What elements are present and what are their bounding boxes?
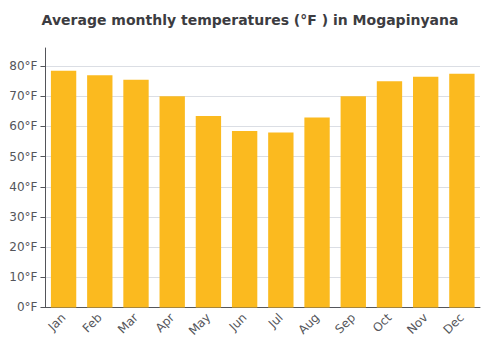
svg-text:Feb: Feb <box>80 311 105 336</box>
svg-text:Mar: Mar <box>115 310 141 336</box>
svg-text:40°F: 40°F <box>9 180 37 194</box>
svg-text:10°F: 10°F <box>9 270 37 284</box>
svg-text:Dec: Dec <box>441 311 467 337</box>
svg-text:Apr: Apr <box>153 310 178 335</box>
svg-text:Oct: Oct <box>370 310 395 335</box>
svg-text:50°F: 50°F <box>9 150 37 164</box>
svg-text:0°F: 0°F <box>17 300 38 314</box>
svg-text:Jun: Jun <box>226 311 250 335</box>
svg-text:Jan: Jan <box>45 311 69 335</box>
svg-text:Average monthly temperatures (: Average monthly temperatures (°F ) in Mo… <box>42 12 459 28</box>
svg-text:30°F: 30°F <box>9 210 37 224</box>
svg-text:70°F: 70°F <box>9 89 37 103</box>
svg-text:Aug: Aug <box>296 311 322 337</box>
svg-text:80°F: 80°F <box>9 59 37 73</box>
svg-text:Sep: Sep <box>332 311 358 337</box>
svg-text:20°F: 20°F <box>9 240 37 254</box>
svg-text:60°F: 60°F <box>9 119 37 133</box>
svg-text:Nov: Nov <box>404 311 430 337</box>
svg-text:Jul: Jul <box>265 311 286 332</box>
svg-text:May: May <box>186 311 213 338</box>
